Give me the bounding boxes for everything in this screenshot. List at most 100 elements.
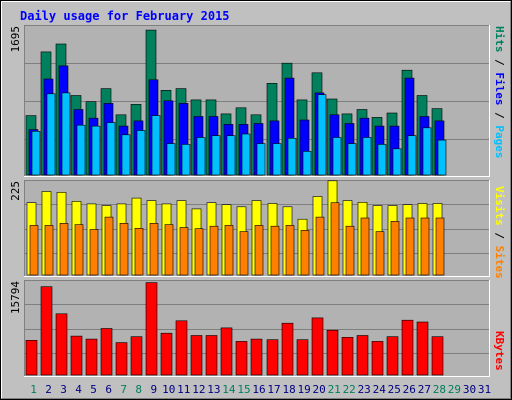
day-label-1: 1 (30, 383, 37, 396)
day-label-29: 29 (448, 383, 461, 396)
bar-kbytes-day-22 (341, 336, 354, 376)
bar-sites-day-21 (330, 202, 340, 276)
bar-kbytes-day-14 (220, 327, 233, 376)
bar-kbytes-day-26 (401, 319, 414, 376)
ymax-label-bottom: 15794 (9, 281, 22, 314)
bar-pages-day-19 (302, 151, 312, 176)
bar-kbytes-day-21 (326, 329, 339, 376)
day-label-3: 3 (60, 383, 67, 396)
bar-pages-day-28 (437, 139, 447, 176)
bar-pages-day-26 (407, 135, 417, 176)
day-label-6: 6 (105, 383, 112, 396)
day-label-18: 18 (282, 383, 295, 396)
bar-pages-day-2 (46, 93, 56, 176)
day-label-17: 17 (267, 383, 280, 396)
day-label-12: 12 (192, 383, 205, 396)
day-label-23: 23 (358, 383, 371, 396)
bar-pages-day-1 (31, 131, 41, 176)
bar-sites-day-26 (405, 217, 415, 276)
bar-pages-day-17 (272, 143, 282, 176)
bar-kbytes-day-27 (416, 321, 429, 376)
x-axis-day-labels: 1 2 3 4 5 6 7 8 9 10 11 12 13 14 15 16 17 18 19 20 21 22 23 24 2… (30, 383, 491, 396)
bar-sites-day-2 (44, 225, 54, 276)
bar-kbytes-day-18 (281, 322, 294, 376)
bar-pages-day-15 (241, 133, 251, 176)
bar-kbytes-day-1 (25, 339, 38, 376)
chart-title: Daily usage for February 2015 (20, 9, 230, 23)
legend-visits: Visits (493, 186, 506, 226)
bar-sites-day-27 (420, 217, 430, 276)
bar-pages-day-11 (181, 144, 191, 176)
bar-sites-day-11 (179, 227, 189, 276)
bar-pages-day-21 (332, 137, 342, 176)
bar-sites-day-1 (29, 225, 39, 276)
day-label-24: 24 (373, 383, 387, 396)
day-label-16: 16 (252, 383, 265, 396)
bar-pages-day-3 (61, 92, 71, 176)
legend-sites: Sites (493, 246, 506, 279)
bar-kbytes-day-16 (250, 338, 263, 376)
legend-top: Hits / Files / Pages (493, 26, 506, 159)
bar-kbytes-day-7 (115, 342, 128, 376)
day-label-13: 13 (207, 383, 220, 396)
bar-pages-day-10 (166, 143, 176, 176)
bar-kbytes-day-11 (175, 320, 188, 376)
bar-pages-day-13 (211, 135, 221, 176)
bar-pages-day-4 (76, 124, 86, 176)
bar-sites-day-25 (390, 221, 400, 276)
day-label-7: 7 (120, 383, 127, 396)
legend-hits: Hits (493, 26, 506, 53)
bar-kbytes-day-17 (266, 339, 279, 376)
bar-kbytes-day-4 (70, 335, 83, 376)
bar-pages-day-5 (91, 125, 101, 176)
ymax-label-middle: 225 (9, 181, 22, 201)
panel-visits-sites (24, 180, 490, 277)
bar-sites-day-20 (315, 216, 325, 276)
day-label-11: 11 (177, 383, 190, 396)
day-label-9: 9 (150, 383, 157, 396)
bar-pages-day-25 (392, 148, 402, 176)
bar-pages-day-7 (121, 134, 131, 176)
bar-sites-day-15 (239, 231, 249, 276)
bar-sites-day-18 (285, 225, 295, 276)
bar-kbytes-day-5 (85, 338, 98, 376)
legend-sep-3: / (493, 232, 506, 239)
legend-sep-2: / (493, 112, 506, 119)
day-label-19: 19 (297, 383, 310, 396)
day-label-10: 10 (162, 383, 175, 396)
bar-kbytes-day-28 (431, 336, 444, 376)
bar-kbytes-day-10 (160, 332, 173, 376)
bar-sites-day-14 (224, 225, 234, 276)
day-label-30: 30 (463, 383, 476, 396)
bar-pages-day-16 (256, 143, 266, 176)
bar-kbytes-day-2 (40, 286, 53, 376)
bar-kbytes-day-24 (371, 341, 384, 376)
legend-kbytes: KBytes (493, 331, 506, 371)
day-label-21: 21 (328, 383, 341, 396)
day-label-20: 20 (312, 383, 325, 396)
bar-sites-day-23 (360, 217, 370, 276)
day-label-15: 15 (237, 383, 250, 396)
bar-kbytes-day-9 (145, 282, 158, 376)
bar-pages-day-22 (347, 143, 357, 176)
bar-sites-day-12 (194, 228, 204, 276)
legend-files: Files (493, 72, 506, 105)
bar-sites-day-9 (149, 223, 159, 276)
bar-sites-day-7 (119, 223, 129, 276)
bar-sites-day-4 (74, 224, 84, 276)
bar-kbytes-day-3 (55, 313, 68, 376)
bar-pages-day-27 (422, 127, 432, 176)
bar-kbytes-day-25 (386, 336, 399, 376)
legend-middle: Visits / Sites (493, 186, 506, 279)
bar-pages-day-6 (106, 122, 116, 176)
day-label-28: 28 (433, 383, 446, 396)
day-label-2: 2 (45, 383, 52, 396)
legend-bottom: KBytes (493, 331, 506, 371)
day-label-4: 4 (75, 383, 82, 396)
bar-sites-day-3 (59, 223, 69, 276)
bar-sites-day-22 (345, 225, 355, 276)
day-label-31: 31 (478, 383, 491, 396)
bar-kbytes-day-12 (190, 335, 203, 376)
bar-sites-day-8 (134, 228, 144, 276)
day-label-8: 8 (135, 383, 142, 396)
